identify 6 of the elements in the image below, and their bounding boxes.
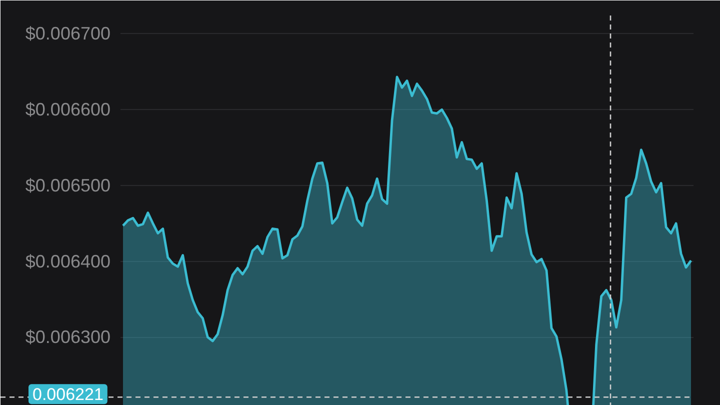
y-tick-label: $0.006500 (25, 175, 111, 196)
y-tick-label: $0.006600 (25, 100, 111, 120)
y-tick-label: $0.006700 (25, 24, 111, 44)
y-tick-label: $0.006300 (25, 327, 111, 348)
y-tick-label: $0.006400 (25, 251, 111, 272)
ref-line-label: 0.006221 (32, 385, 104, 404)
